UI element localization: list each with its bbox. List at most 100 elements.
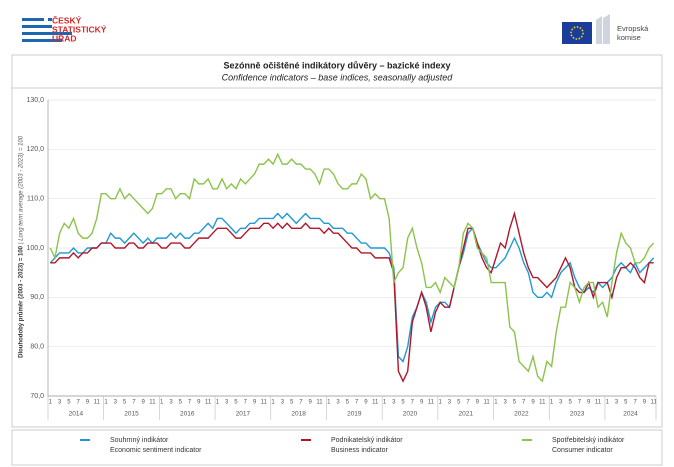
- year-label: 2014: [69, 411, 84, 418]
- x-tick-label: 5: [401, 400, 405, 406]
- x-tick-label: 11: [205, 400, 212, 406]
- x-tick-label: 7: [578, 400, 582, 406]
- x-tick-label: 7: [76, 400, 80, 406]
- x-tick-label: 5: [624, 400, 628, 406]
- y-tick-label: 100,0: [26, 245, 44, 252]
- legend-label-en: Economic sentiment indicator: [110, 447, 202, 454]
- x-tick-label: 5: [513, 400, 517, 406]
- x-tick-label: 7: [466, 400, 470, 406]
- y-tick-label: 120,0: [26, 146, 44, 153]
- x-tick-label: 7: [132, 400, 136, 406]
- x-tick-label: 9: [86, 400, 90, 406]
- year-label: 2022: [514, 411, 529, 418]
- logo-text: ČESKÝ: [52, 14, 82, 25]
- legend-label-en: Business indicator: [331, 447, 388, 454]
- x-tick-label: 3: [503, 400, 507, 406]
- logo-text: ÚŘAD: [52, 32, 77, 43]
- x-tick-label: 7: [299, 400, 303, 406]
- x-tick-label: 3: [169, 400, 173, 406]
- year-label: 2020: [403, 411, 418, 418]
- x-tick-label: 5: [457, 400, 461, 406]
- x-tick-label: 1: [216, 400, 220, 406]
- x-tick-label: 7: [633, 400, 637, 406]
- x-tick-label: 9: [531, 400, 535, 406]
- x-tick-label: 9: [364, 400, 368, 406]
- x-tick-label: 11: [428, 400, 435, 406]
- legend-label: Spotřebitelský indikátor: [552, 437, 625, 444]
- x-tick-label: 5: [290, 400, 294, 406]
- logo-text: STATISTICKÝ: [52, 23, 107, 34]
- x-tick-label: 1: [383, 400, 387, 406]
- x-tick-label: 9: [476, 400, 480, 406]
- chart-title: Sezónně očištěné indikátory důvěry – baz…: [223, 60, 450, 70]
- x-tick-label: 5: [123, 400, 127, 406]
- x-tick-label: 3: [448, 400, 452, 406]
- y-axis-label-en: | Long term average (2003 - 2023) = 100: [19, 135, 25, 244]
- x-tick-label: 9: [141, 400, 145, 406]
- y-tick-label: 130,0: [26, 97, 44, 104]
- x-tick-label: 5: [67, 400, 71, 406]
- eu-logo: Evropská komise: [562, 14, 649, 44]
- x-tick-label: 9: [197, 400, 201, 406]
- chart-subtitle: Confidence indicators – base indices, se…: [222, 72, 454, 82]
- x-tick-label: 9: [253, 400, 257, 406]
- year-label: 2016: [180, 411, 195, 418]
- year-label: 2017: [236, 411, 251, 418]
- x-tick-label: 7: [355, 400, 359, 406]
- year-label: 2021: [458, 411, 473, 418]
- x-tick-label: 3: [114, 400, 118, 406]
- y-axis-label: Dlouhodobý průměr (2003 - 2023) = 100: [18, 245, 25, 358]
- eu-text: komise: [617, 33, 641, 42]
- x-tick-label: 5: [179, 400, 183, 406]
- year-label: 2019: [347, 411, 362, 418]
- y-tick-label: 80,0: [30, 344, 44, 351]
- x-tick-label: 3: [225, 400, 229, 406]
- x-tick-label: 11: [539, 400, 546, 406]
- y-tick-label: 90,0: [30, 294, 44, 301]
- x-tick-label: 1: [606, 400, 610, 406]
- x-tick-label: 5: [346, 400, 350, 406]
- x-tick-label: 7: [188, 400, 192, 406]
- csu-logo: ČESKÝ STATISTICKÝ ÚŘAD: [22, 14, 107, 43]
- x-tick-label: 5: [234, 400, 238, 406]
- x-tick-label: 7: [411, 400, 415, 406]
- x-tick-label: 1: [271, 400, 275, 406]
- x-tick-label: 9: [420, 400, 424, 406]
- x-tick-label: 11: [261, 400, 268, 406]
- y-tick-label: 110,0: [27, 196, 44, 203]
- x-tick-label: 11: [316, 400, 323, 406]
- x-tick-label: 11: [651, 400, 658, 406]
- x-tick-label: 11: [94, 400, 101, 406]
- x-tick-label: 1: [439, 400, 443, 406]
- x-tick-label: 1: [494, 400, 498, 406]
- chart-frame: [11, 54, 663, 428]
- x-tick-label: 3: [336, 400, 340, 406]
- x-tick-label: 5: [568, 400, 572, 406]
- x-tick-label: 1: [160, 400, 164, 406]
- x-tick-label: 11: [595, 400, 602, 406]
- x-tick-label: 11: [372, 400, 379, 406]
- x-tick-label: 3: [392, 400, 396, 406]
- x-tick-label: 7: [244, 400, 248, 406]
- x-tick-label: 1: [550, 400, 554, 406]
- year-label: 2015: [124, 411, 139, 418]
- legend-label: Souhrnný indikátor: [110, 437, 169, 444]
- x-tick-label: 9: [643, 400, 647, 406]
- legend-label-en: Consumer indicator: [552, 447, 613, 454]
- series-line: [49, 152, 655, 383]
- x-tick-label: 9: [309, 400, 313, 406]
- legend-frame: [11, 429, 663, 466]
- x-tick-label: 1: [327, 400, 331, 406]
- x-tick-label: 1: [104, 400, 108, 406]
- x-tick-label: 3: [58, 400, 62, 406]
- x-tick-label: 3: [281, 400, 285, 406]
- x-tick-label: 1: [49, 400, 53, 406]
- eu-text: Evropská: [617, 24, 649, 33]
- x-tick-label: 3: [559, 400, 563, 406]
- x-tick-label: 9: [587, 400, 591, 406]
- legend-label: Podnikatelský indikátor: [331, 437, 403, 444]
- x-tick-label: 11: [483, 400, 490, 406]
- x-tick-label: 11: [149, 400, 156, 406]
- x-tick-label: 7: [522, 400, 526, 406]
